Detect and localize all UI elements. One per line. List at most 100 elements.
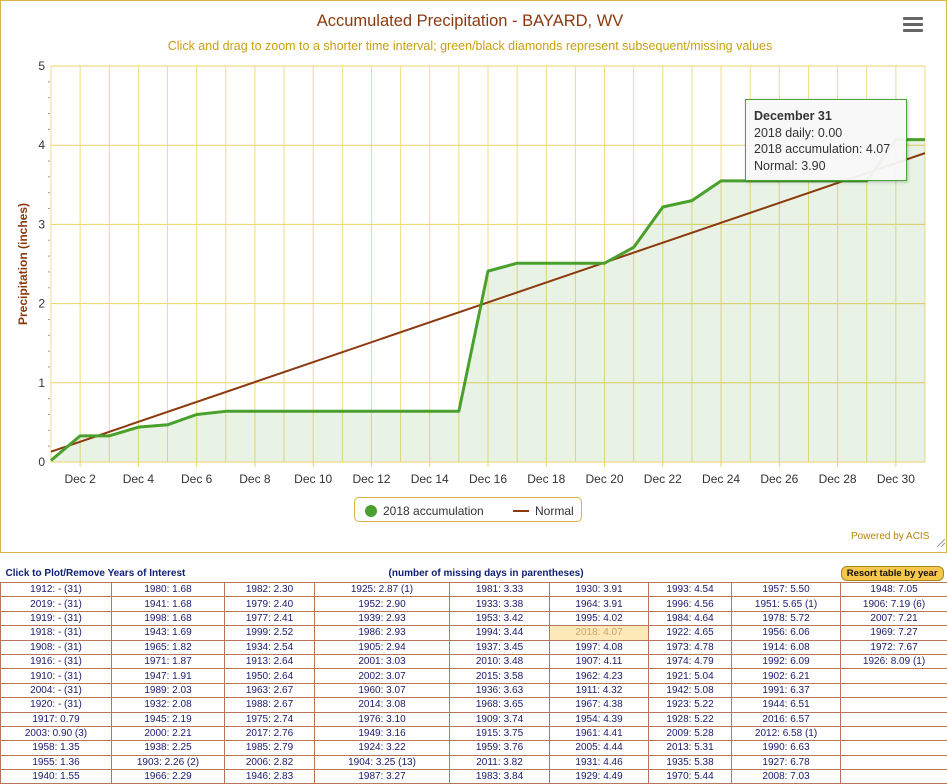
- year-cell[interactable]: 1902: 6.21: [732, 669, 841, 683]
- resort-table-button[interactable]: Resort table by year: [841, 566, 944, 581]
- year-cell[interactable]: 2007: 7.21: [841, 611, 947, 625]
- year-cell[interactable]: 1943: 1.69: [112, 626, 225, 640]
- year-cell[interactable]: 1967: 4.38: [550, 698, 649, 712]
- year-cell[interactable]: 1935: 5.38: [649, 755, 732, 769]
- year-cell[interactable]: 1961: 4.41: [550, 726, 649, 740]
- year-cell[interactable]: 2005: 4.44: [550, 741, 649, 755]
- year-cell[interactable]: 2011: 3.82: [450, 755, 550, 769]
- year-cell[interactable]: 1993: 4.54: [649, 583, 732, 597]
- year-cell[interactable]: 2018: 4.07: [550, 626, 649, 640]
- year-cell[interactable]: 1930: 3.91: [550, 583, 649, 597]
- year-cell[interactable]: 1953: 3.42: [450, 611, 550, 625]
- year-cell[interactable]: 1921: 5.04: [649, 669, 732, 683]
- year-cell[interactable]: 1938: 2.25: [112, 741, 225, 755]
- chart-container[interactable]: Accumulated Precipitation - BAYARD, WV C…: [0, 0, 947, 553]
- year-cell[interactable]: 1931: 4.46: [550, 755, 649, 769]
- year-cell[interactable]: 1975: 2.74: [225, 712, 315, 726]
- year-cell[interactable]: 1960: 3.07: [315, 683, 450, 697]
- year-cell[interactable]: 1988: 2.67: [225, 698, 315, 712]
- year-cell[interactable]: 2002: 3.07: [315, 669, 450, 683]
- precipitation-chart[interactable]: Accumulated Precipitation - BAYARD, WV C…: [1, 1, 946, 552]
- year-cell[interactable]: 1981: 3.33: [450, 583, 550, 597]
- year-cell[interactable]: 1955: 1.36: [1, 755, 112, 769]
- year-cell[interactable]: 1971: 1.87: [112, 654, 225, 668]
- year-cell[interactable]: 1986: 2.93: [315, 626, 450, 640]
- year-cell[interactable]: 1969: 7.27: [841, 626, 947, 640]
- year-cell[interactable]: 1982: 2.30: [225, 583, 315, 597]
- year-cell[interactable]: 2015: 3.58: [450, 669, 550, 683]
- year-cell[interactable]: 1965: 1.82: [112, 640, 225, 654]
- year-cell[interactable]: 1978: 5.72: [732, 611, 841, 625]
- year-cell[interactable]: 1989: 2.03: [112, 683, 225, 697]
- year-cell[interactable]: 2001: 3.03: [315, 654, 450, 668]
- powered-by-link[interactable]: Powered by ACIS: [851, 531, 929, 542]
- year-cell[interactable]: 1950: 2.64: [225, 669, 315, 683]
- year-cell[interactable]: 1922: 4.65: [649, 626, 732, 640]
- year-cell[interactable]: 1923: 5.22: [649, 698, 732, 712]
- year-cell[interactable]: 1936: 3.63: [450, 683, 550, 697]
- year-cell[interactable]: 1972: 7.67: [841, 640, 947, 654]
- year-cell[interactable]: 1916: - (31): [1, 654, 112, 668]
- year-cell[interactable]: 1942: 5.08: [649, 683, 732, 697]
- year-cell[interactable]: 1909: 3.74: [450, 712, 550, 726]
- year-cell[interactable]: 2000: 2.21: [112, 726, 225, 740]
- year-cell[interactable]: 1913: 2.64: [225, 654, 315, 668]
- year-cell[interactable]: 1958: 1.35: [1, 741, 112, 755]
- year-cell[interactable]: 1951: 5.65 (1): [732, 597, 841, 611]
- year-cell[interactable]: 1966: 2.29: [112, 770, 225, 784]
- year-cell[interactable]: 1910: - (31): [1, 669, 112, 683]
- year-cell[interactable]: 1947: 1.91: [112, 669, 225, 683]
- year-cell[interactable]: 2019: - (31): [1, 597, 112, 611]
- year-cell[interactable]: 1948: 7.05: [841, 583, 947, 597]
- year-cell[interactable]: 2006: 2.82: [225, 755, 315, 769]
- legend-item-normal[interactable]: Normal: [513, 504, 574, 518]
- year-cell[interactable]: 1924: 3.22: [315, 741, 450, 755]
- year-cell[interactable]: 1911: 4.32: [550, 683, 649, 697]
- year-cell[interactable]: 1979: 2.40: [225, 597, 315, 611]
- chart-menu-button[interactable]: [903, 17, 923, 35]
- year-cell[interactable]: 2010: 3.48: [450, 654, 550, 668]
- year-cell[interactable]: 1976: 3.10: [315, 712, 450, 726]
- legend-item-2018-accumulation[interactable]: 2018 accumulation: [365, 504, 484, 518]
- year-cell[interactable]: 2016: 6.57: [732, 712, 841, 726]
- year-cell[interactable]: 1980: 1.68: [112, 583, 225, 597]
- year-cell[interactable]: 1939: 2.93: [315, 611, 450, 625]
- year-cell[interactable]: 1977: 2.41: [225, 611, 315, 625]
- year-cell[interactable]: 1985: 2.79: [225, 741, 315, 755]
- year-cell[interactable]: 2012: 6.58 (1): [732, 726, 841, 740]
- year-cell[interactable]: 1920: - (31): [1, 698, 112, 712]
- year-cell[interactable]: 1956: 6.06: [732, 626, 841, 640]
- year-cell[interactable]: 1983: 3.84: [450, 770, 550, 784]
- resize-handle-icon[interactable]: [937, 539, 945, 547]
- year-cell[interactable]: 1954: 4.39: [550, 712, 649, 726]
- year-cell[interactable]: 1973: 4.78: [649, 640, 732, 654]
- year-cell[interactable]: 1925: 2.87 (1): [315, 583, 450, 597]
- year-cell[interactable]: 1906: 7.19 (6): [841, 597, 947, 611]
- year-cell[interactable]: 1990: 6.63: [732, 741, 841, 755]
- year-cell[interactable]: 1949: 3.16: [315, 726, 450, 740]
- year-cell[interactable]: 1912: - (31): [1, 583, 112, 597]
- year-cell[interactable]: 2017: 2.76: [225, 726, 315, 740]
- year-cell[interactable]: 1996: 4.56: [649, 597, 732, 611]
- year-cell[interactable]: 2014: 3.08: [315, 698, 450, 712]
- year-cell[interactable]: 1987: 3.27: [315, 770, 450, 784]
- year-cell[interactable]: 1937: 3.45: [450, 640, 550, 654]
- year-cell[interactable]: 1929: 4.49: [550, 770, 649, 784]
- year-cell[interactable]: 1998: 1.68: [112, 611, 225, 625]
- year-cell[interactable]: 1907: 4.11: [550, 654, 649, 668]
- year-cell[interactable]: 1991: 6.37: [732, 683, 841, 697]
- year-cell[interactable]: 1957: 5.50: [732, 583, 841, 597]
- year-cell[interactable]: 1919: - (31): [1, 611, 112, 625]
- year-cell[interactable]: 1904: 3.25 (13): [315, 755, 450, 769]
- year-cell[interactable]: 1933: 3.38: [450, 597, 550, 611]
- year-cell[interactable]: 1968: 3.65: [450, 698, 550, 712]
- year-cell[interactable]: 1918: - (31): [1, 626, 112, 640]
- year-cell[interactable]: 1934: 2.54: [225, 640, 315, 654]
- year-cell[interactable]: 1946: 2.83: [225, 770, 315, 784]
- year-cell[interactable]: 1917: 0.79: [1, 712, 112, 726]
- year-cell[interactable]: 1903: 2.26 (2): [112, 755, 225, 769]
- year-cell[interactable]: 2013: 5.31: [649, 741, 732, 755]
- year-cell[interactable]: 1964: 3.91: [550, 597, 649, 611]
- year-cell[interactable]: 1952: 2.90: [315, 597, 450, 611]
- year-cell[interactable]: 1970: 5.44: [649, 770, 732, 784]
